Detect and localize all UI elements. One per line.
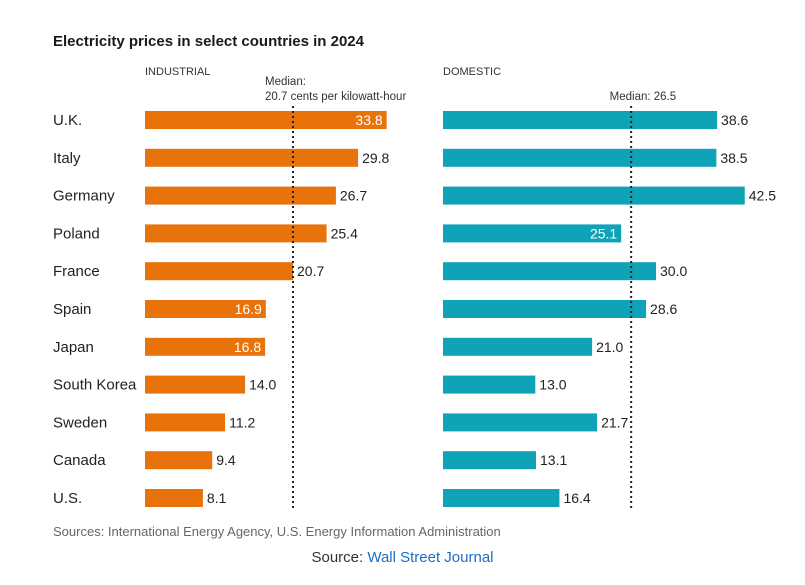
- industrial-value-label: 25.4: [331, 225, 358, 241]
- industrial-value-label: 9.4: [216, 452, 236, 468]
- industrial-bar: [145, 224, 327, 243]
- domestic-bar: [443, 262, 656, 281]
- industrial-bar: [145, 375, 246, 394]
- source-credit-prefix: Source:: [311, 549, 368, 566]
- category-label: Japan: [53, 339, 94, 356]
- domestic-median-label: Median: 26.5: [610, 91, 677, 103]
- domestic-value-label: 13.0: [539, 377, 566, 393]
- domestic-value-label: 25.1: [590, 225, 617, 241]
- category-label: Spain: [53, 301, 91, 318]
- industrial-bar: [145, 262, 294, 281]
- domestic-bar: [443, 489, 560, 507]
- domestic-value-label: 42.5: [749, 188, 776, 204]
- category-label: South Korea: [53, 377, 137, 394]
- category-label: Sweden: [53, 414, 107, 431]
- wall-street-journal-link[interactable]: Wall Street Journal: [367, 549, 494, 566]
- category-label: U.K.: [53, 112, 82, 129]
- industrial-value-label: 20.7: [297, 263, 324, 279]
- domestic-value-label: 38.5: [720, 150, 747, 166]
- category-label: France: [53, 263, 100, 280]
- industrial-value-label: 14.0: [249, 377, 276, 393]
- domestic-bar: [443, 451, 537, 470]
- domestic-bar: [443, 148, 717, 167]
- domestic-bar: [443, 300, 647, 318]
- domestic-value-label: 21.0: [596, 339, 623, 355]
- industrial-header: INDUSTRIAL: [145, 66, 210, 78]
- category-label: Italy: [53, 150, 81, 167]
- industrial-bar: [145, 300, 266, 318]
- domestic-value-label: 13.1: [540, 452, 567, 468]
- domestic-bar: [443, 413, 598, 432]
- domestic-bar: [443, 186, 745, 205]
- industrial-value-label: 16.8: [234, 339, 261, 355]
- sources-note: Sources: International Energy Agency, U.…: [53, 524, 501, 539]
- industrial-value-label: 11.2: [229, 414, 255, 430]
- industrial-bar: [145, 186, 336, 205]
- industrial-bar: [145, 337, 266, 356]
- industrial-bar: [145, 413, 226, 432]
- domestic-bar: [443, 224, 622, 243]
- domestic-value-label: 28.6: [650, 301, 677, 317]
- industrial-value-label: 29.8: [362, 150, 389, 166]
- chart-title: Electricity prices in select countries i…: [53, 33, 364, 50]
- industrial-bar: [145, 111, 387, 129]
- industrial-bar: [145, 489, 203, 507]
- category-label: Canada: [53, 452, 106, 469]
- category-label: U.S.: [53, 490, 82, 507]
- industrial-value-label: 33.8: [355, 112, 382, 128]
- domestic-value-label: 16.4: [563, 490, 590, 506]
- category-label: Poland: [53, 225, 100, 242]
- domestic-value-label: 21.7: [601, 414, 628, 430]
- domestic-bar: [443, 375, 536, 394]
- industrial-median-label: Median:: [265, 76, 306, 88]
- industrial-value-label: 8.1: [207, 490, 227, 506]
- industrial-median-label: 20.7 cents per kilowatt-hour: [265, 91, 406, 103]
- source-credit: Source: Wall Street Journal: [0, 549, 805, 566]
- industrial-bar: [145, 451, 213, 470]
- domestic-value-label: 30.0: [660, 263, 687, 279]
- industrial-value-label: 26.7: [340, 188, 367, 204]
- domestic-header: DOMESTIC: [443, 66, 501, 78]
- domestic-bar: [443, 111, 718, 129]
- domestic-value-label: 38.6: [721, 112, 748, 128]
- domestic-bar: [443, 337, 593, 356]
- industrial-value-label: 16.9: [235, 301, 262, 317]
- category-label: Germany: [53, 188, 115, 205]
- industrial-bar: [145, 148, 359, 167]
